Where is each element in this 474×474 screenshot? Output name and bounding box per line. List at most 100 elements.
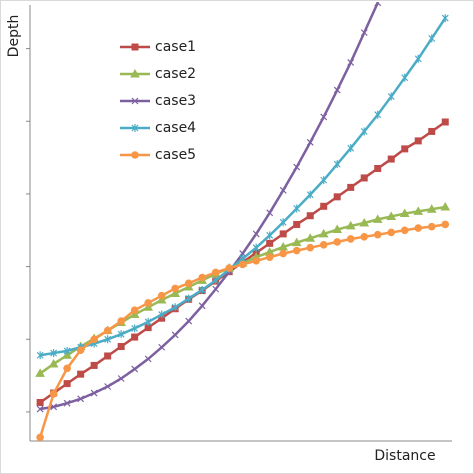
marker bbox=[63, 380, 71, 388]
legend-label: case4 bbox=[155, 120, 196, 136]
marker bbox=[171, 284, 179, 293]
marker bbox=[293, 220, 301, 228]
marker bbox=[171, 331, 179, 339]
marker bbox=[117, 375, 125, 382]
plot-area bbox=[35, 2, 451, 442]
marker bbox=[144, 355, 152, 363]
marker bbox=[130, 306, 139, 315]
marker bbox=[238, 260, 247, 269]
marker bbox=[427, 222, 436, 231]
marker bbox=[211, 268, 220, 277]
marker bbox=[333, 238, 342, 246]
marker bbox=[387, 155, 395, 163]
marker bbox=[333, 160, 341, 169]
marker bbox=[414, 224, 423, 232]
marker bbox=[156, 295, 167, 304]
marker bbox=[400, 226, 409, 235]
marker bbox=[212, 276, 220, 285]
marker bbox=[36, 405, 44, 413]
marker bbox=[131, 333, 139, 341]
marker bbox=[129, 309, 140, 319]
marker bbox=[131, 324, 139, 333]
marker bbox=[49, 389, 58, 398]
marker bbox=[279, 249, 288, 258]
marker bbox=[441, 118, 449, 126]
marker bbox=[374, 165, 382, 172]
marker bbox=[387, 92, 395, 101]
marker bbox=[306, 243, 315, 252]
marker bbox=[157, 291, 166, 300]
marker bbox=[320, 202, 328, 210]
marker bbox=[198, 285, 206, 294]
marker bbox=[346, 235, 355, 243]
marker bbox=[63, 399, 71, 407]
marker bbox=[306, 138, 314, 146]
marker bbox=[441, 14, 449, 23]
marker bbox=[279, 186, 287, 194]
series-line bbox=[39, 2, 379, 411]
marker bbox=[252, 256, 260, 265]
marker bbox=[131, 365, 139, 373]
marker bbox=[413, 206, 424, 215]
marker bbox=[266, 239, 274, 247]
marker bbox=[90, 389, 98, 397]
marker bbox=[332, 224, 343, 234]
marker bbox=[48, 358, 59, 368]
marker bbox=[77, 395, 85, 403]
marker bbox=[36, 433, 44, 442]
marker bbox=[158, 343, 166, 351]
marker bbox=[320, 176, 328, 185]
marker bbox=[291, 237, 302, 247]
marker bbox=[198, 302, 206, 310]
marker bbox=[36, 351, 44, 360]
marker bbox=[117, 330, 125, 339]
marker bbox=[252, 230, 260, 238]
marker bbox=[170, 288, 181, 297]
marker bbox=[144, 317, 152, 326]
marker bbox=[130, 68, 140, 78]
marker bbox=[131, 124, 139, 132]
marker bbox=[279, 218, 287, 227]
marker bbox=[360, 127, 368, 136]
marker bbox=[171, 303, 179, 312]
marker bbox=[387, 228, 396, 237]
marker bbox=[117, 317, 125, 325]
marker bbox=[441, 220, 450, 229]
marker bbox=[185, 294, 193, 303]
marker bbox=[212, 285, 220, 293]
marker bbox=[360, 29, 368, 37]
marker bbox=[266, 231, 274, 240]
marker bbox=[347, 144, 355, 153]
marker bbox=[414, 54, 422, 63]
marker bbox=[347, 183, 355, 191]
marker bbox=[90, 335, 98, 344]
marker bbox=[76, 346, 85, 354]
marker bbox=[63, 364, 71, 373]
y-axis-label: Depth bbox=[6, 15, 22, 58]
marker bbox=[104, 352, 112, 360]
marker bbox=[347, 58, 355, 66]
marker bbox=[117, 343, 125, 351]
x-axis-label: Distance bbox=[374, 448, 435, 464]
marker bbox=[266, 209, 274, 217]
marker bbox=[306, 190, 314, 199]
marker bbox=[77, 370, 85, 378]
marker bbox=[131, 151, 139, 159]
marker bbox=[292, 246, 301, 255]
marker bbox=[279, 230, 287, 238]
marker bbox=[428, 127, 436, 135]
marker bbox=[131, 43, 139, 51]
marker bbox=[36, 398, 44, 406]
marker bbox=[374, 2, 382, 7]
marker bbox=[265, 253, 274, 261]
marker bbox=[144, 299, 152, 307]
marker bbox=[104, 335, 112, 344]
marker bbox=[184, 279, 193, 288]
marker bbox=[401, 145, 409, 153]
legend-label: case1 bbox=[155, 39, 196, 55]
marker bbox=[104, 383, 112, 390]
marker bbox=[319, 241, 328, 249]
marker bbox=[320, 113, 328, 121]
